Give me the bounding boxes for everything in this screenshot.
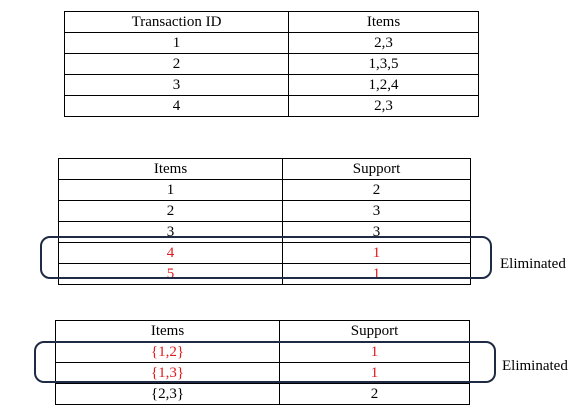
- eliminated-label: Eliminated: [502, 358, 568, 374]
- table-row: 1 2,3: [64, 32, 479, 54]
- header-items: Items: [288, 11, 479, 33]
- support-cell: 1: [282, 263, 471, 285]
- table-row: 1 2: [58, 179, 471, 201]
- table-header-row: Items Support: [55, 320, 470, 342]
- items-cell: 1,2,4: [288, 74, 479, 96]
- transaction-id-cell: 2: [64, 53, 289, 75]
- itemset-cell: {1,3}: [55, 362, 280, 384]
- items-cell: 1,3,5: [288, 53, 479, 75]
- eliminated-highlight-box: [40, 236, 492, 279]
- support-cell: 2: [279, 383, 470, 405]
- table-row: {2,3} 2: [55, 383, 470, 405]
- itemset-cell: {2,3}: [55, 383, 280, 405]
- eliminated-row: 5 1: [58, 263, 471, 285]
- transaction-id-cell: 3: [64, 74, 289, 96]
- items-cell: 2,3: [288, 95, 479, 117]
- transaction-id-cell: 4: [64, 95, 289, 117]
- pair-support-table: Items Support {1,2} 1 {1,3} 1 {2,3} 2: [55, 320, 470, 405]
- table-row: 4 2,3: [64, 95, 479, 117]
- items-cell: 2,3: [288, 32, 479, 54]
- header-transaction-id: Transaction ID: [64, 11, 289, 33]
- support-cell: 2: [282, 179, 471, 201]
- header-support: Support: [279, 320, 470, 342]
- item-cell: 2: [58, 200, 283, 222]
- table-header-row: Items Support: [58, 158, 471, 180]
- table-header-row: Transaction ID Items: [64, 11, 479, 33]
- header-support: Support: [282, 158, 471, 180]
- eliminated-row: {1,2} 1: [55, 341, 470, 363]
- transactions-table: Transaction ID Items 1 2,3 2 1,3,5 3 1,2…: [64, 11, 479, 117]
- support-cell: 3: [282, 200, 471, 222]
- table-row: 3 1,2,4: [64, 74, 479, 96]
- transaction-id-cell: 1: [64, 32, 289, 54]
- eliminated-row: {1,3} 1: [55, 362, 470, 384]
- eliminated-label: Eliminated: [500, 256, 566, 272]
- table-row: 2 1,3,5: [64, 53, 479, 75]
- item-cell: 1: [58, 179, 283, 201]
- header-items: Items: [58, 158, 283, 180]
- eliminated-highlight-box: [34, 341, 496, 383]
- table-row: 2 3: [58, 200, 471, 222]
- header-items: Items: [55, 320, 280, 342]
